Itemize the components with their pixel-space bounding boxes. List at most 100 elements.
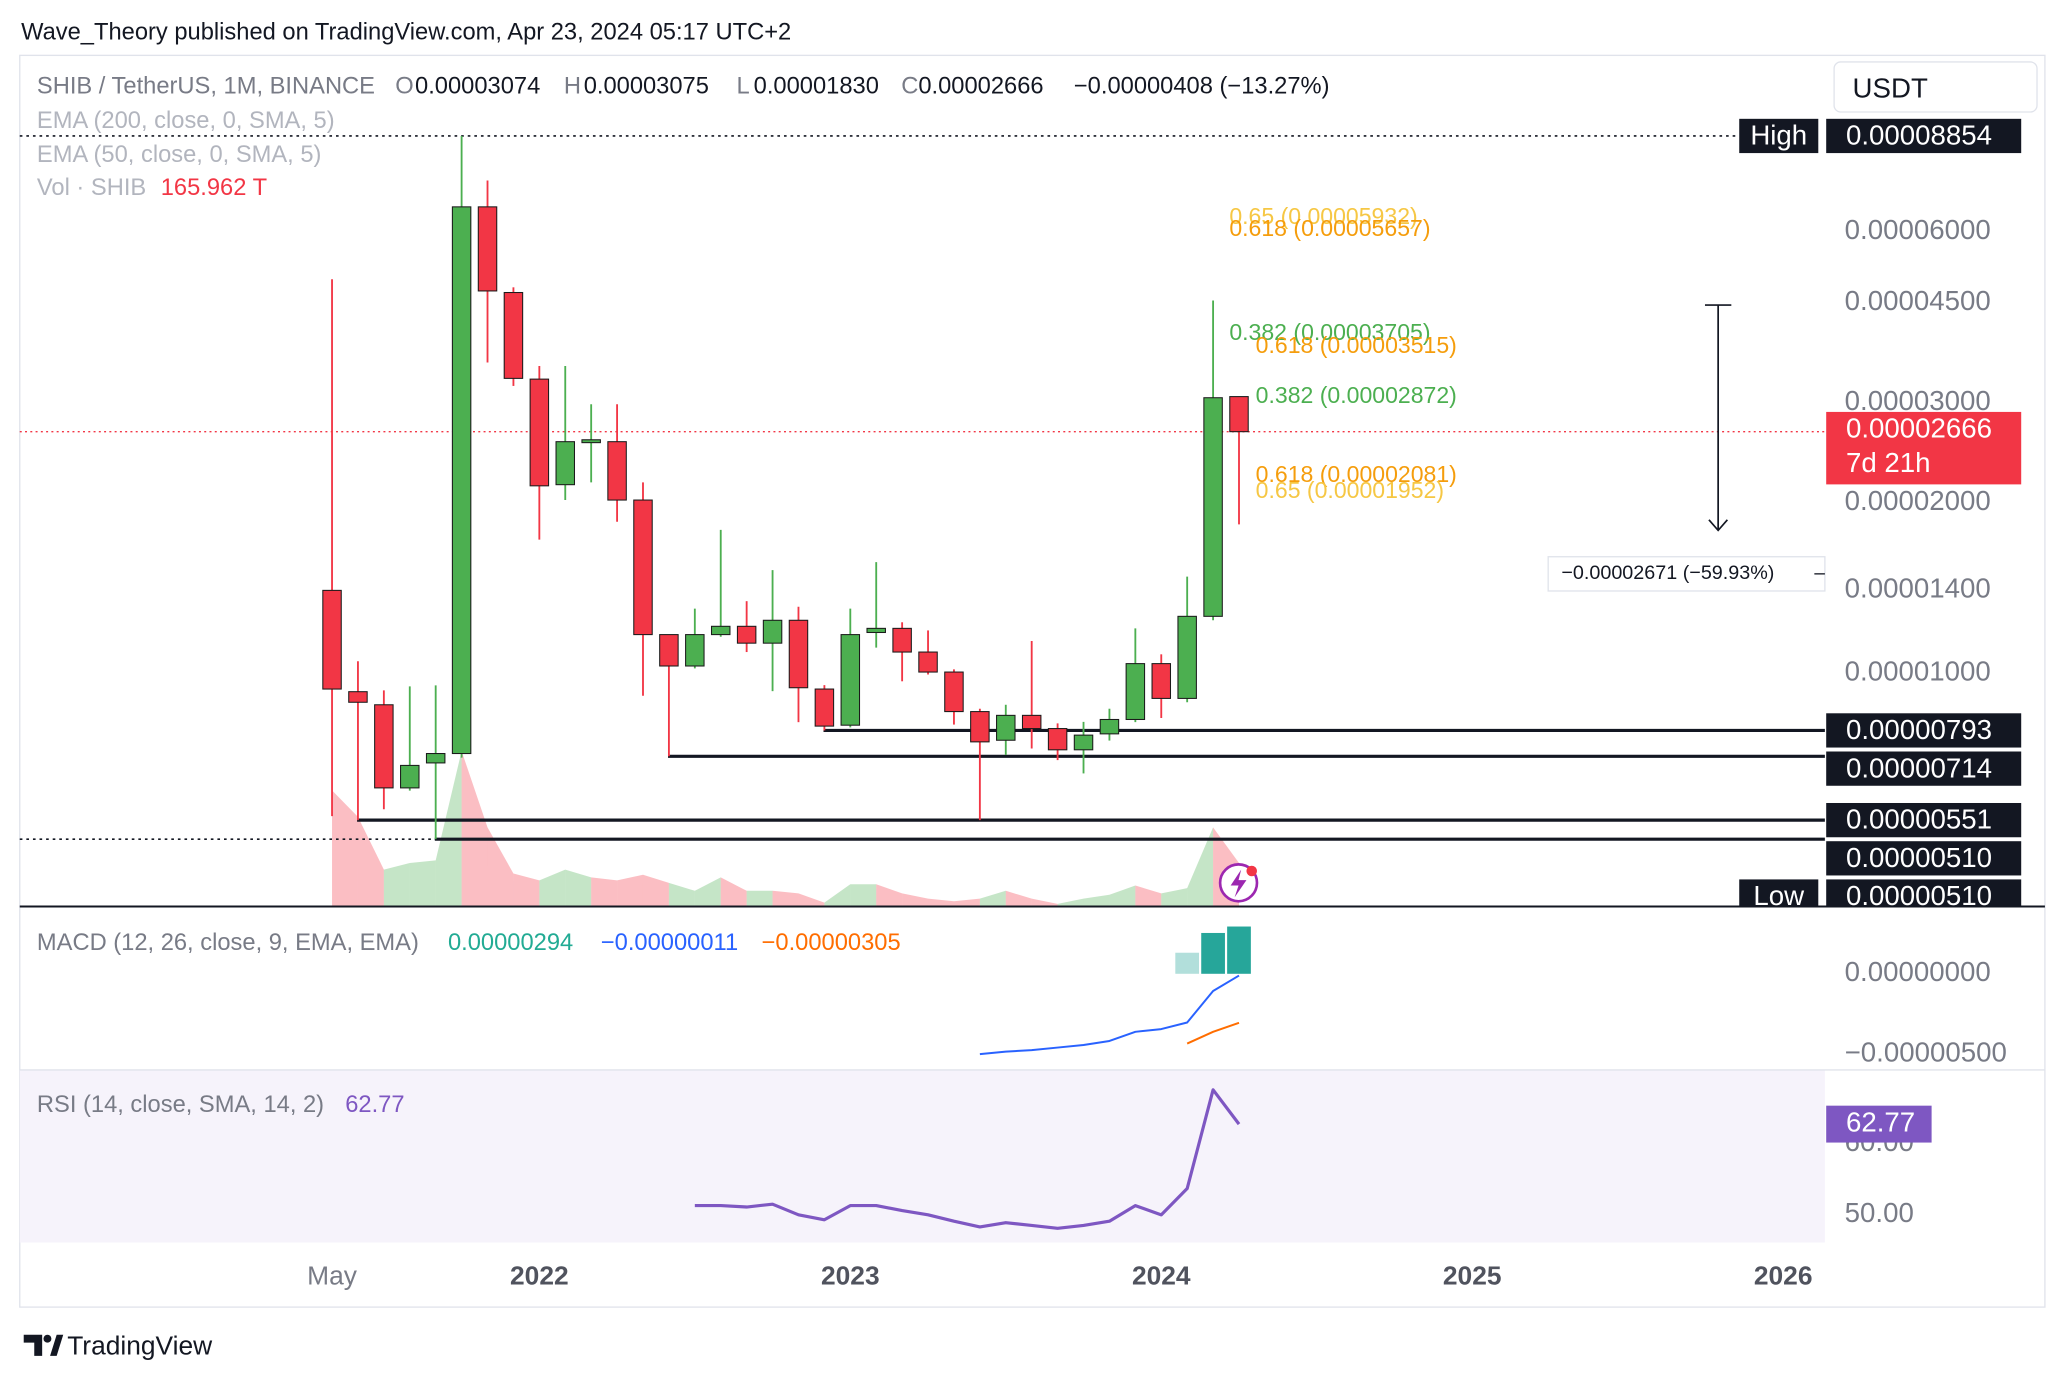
currency-box[interactable]	[1833, 61, 2038, 113]
volume-area	[332, 790, 358, 907]
ohlc-value: 0.00003075	[584, 74, 709, 100]
lines-layer	[19, 135, 1825, 841]
candle-body	[322, 589, 342, 690]
fib-label: 0.618 (0.00002081)	[1256, 461, 1457, 487]
logo-mark	[50, 1334, 64, 1356]
legend: SHIB / TetherUS, 1M, BINANCE O 0.0000307…	[37, 74, 1330, 1119]
candle-body	[840, 634, 861, 726]
macd-line	[1186, 1021, 1240, 1045]
chart-frame	[19, 54, 2046, 1308]
price-badge	[1826, 841, 2022, 876]
macd-value: −0.00000305	[762, 930, 901, 956]
volume-area	[383, 863, 410, 907]
rsi-value: 62.77	[345, 1092, 404, 1118]
rsi-legend: RSI (14, close, SMA, 14, 2)	[37, 1092, 324, 1118]
candle-body	[1151, 663, 1172, 699]
candle-body	[451, 206, 472, 755]
symbol: SHIB / TetherUS, 1M, BINANCE	[37, 74, 375, 100]
rsi-line	[694, 1088, 1241, 1230]
candle-body	[918, 651, 938, 673]
candle-body	[710, 625, 731, 636]
logo-mark	[23, 1334, 43, 1356]
x-tick-label: 2025	[1443, 1261, 1502, 1291]
volume-area	[1057, 898, 1084, 907]
ohlc-key: L	[737, 74, 750, 100]
fib-label: 0.382 (0.00002872)	[1256, 382, 1457, 408]
macd-line	[979, 974, 1240, 1056]
x-tick-label: 2026	[1754, 1261, 1813, 1291]
candle-body	[659, 634, 679, 667]
y-tick-label: 0.00006000	[1845, 214, 1991, 245]
volume-area	[1083, 894, 1110, 907]
volume-area	[409, 860, 436, 907]
currency-button[interactable]: USDT	[1833, 61, 2038, 113]
logo-mark	[43, 1334, 52, 1343]
price-badge-label: 0.00002666	[1846, 413, 1992, 444]
marker-badge	[1739, 879, 1819, 907]
marker-badge	[1739, 118, 1819, 154]
volume-area	[850, 884, 877, 907]
volume-area	[1161, 888, 1188, 907]
price-badge	[1826, 879, 2022, 907]
price-badge	[1826, 411, 2022, 485]
candle-body	[607, 441, 627, 501]
candle-body	[400, 764, 420, 789]
y-tick-label: 0.00000000	[1845, 956, 1991, 987]
fib-label: 0.618 (0.00003515)	[1256, 332, 1457, 358]
candle-body	[1073, 734, 1094, 751]
volume-area	[435, 751, 462, 907]
currency-label[interactable]: USDT	[1853, 73, 1928, 104]
candle-body	[1177, 615, 1197, 699]
volume-area	[565, 869, 592, 907]
price-badge-label: 0.00000793	[1846, 714, 1992, 745]
volume-area	[1005, 890, 1032, 907]
volume-area	[513, 873, 540, 907]
volume-area	[487, 827, 514, 907]
x-tick-label: May	[307, 1261, 358, 1291]
candles-layer	[322, 135, 1249, 840]
price-badge-label: 0.00000714	[1846, 752, 1992, 783]
volume-area	[1031, 898, 1058, 907]
candle-body	[1099, 718, 1120, 735]
price-badge-label: 0.00000510	[1846, 880, 1992, 911]
ohlc-key: O	[395, 74, 413, 100]
candle-body	[348, 691, 368, 703]
candle-body	[374, 704, 394, 789]
candle-body	[788, 619, 809, 689]
candle-body	[529, 378, 550, 487]
x-tick-label: 2024	[1132, 1261, 1191, 1291]
volume-area	[824, 884, 851, 907]
fib-label: 0.65 (0.00005932)	[1229, 203, 1417, 229]
annotations-layer: 0.65 (0.00005932)0.618 (0.00005657) 0.382…	[1229, 203, 1826, 592]
candle-body	[866, 627, 886, 634]
change: −0.00000408 (−13.27%)	[1074, 74, 1330, 100]
volume-legend: Vol · SHIB	[37, 175, 146, 201]
volume-area	[1109, 885, 1136, 907]
volume-area	[1187, 827, 1214, 907]
fib-label: 0.65 (0.00001952)	[1256, 477, 1444, 503]
candle-body	[996, 714, 1016, 741]
published-line: Wave_Theory published on TradingView.com…	[21, 20, 791, 46]
price-badge	[1826, 118, 2022, 154]
alert-icon[interactable]	[1218, 863, 1259, 903]
indicator-legend: EMA (200, close, 0, SMA, 5)	[37, 108, 335, 134]
macd-legend: MACD (12, 26, close, 9, EMA, EMA)	[37, 930, 419, 956]
volume-area	[642, 874, 669, 907]
macd-value: 0.00000294	[448, 930, 573, 956]
candle-body	[1229, 396, 1249, 433]
candle-body	[555, 441, 576, 486]
x-tick-label: 2022	[510, 1261, 569, 1291]
candle-body	[477, 206, 498, 292]
volume-area	[979, 890, 1006, 907]
footer-brand: TradingView	[67, 1331, 213, 1361]
price-badge	[1826, 713, 2022, 748]
volume-area	[876, 884, 903, 907]
volume-area	[617, 874, 643, 907]
ohlc-value: 0.00001830	[754, 74, 879, 100]
fib-label: 0.618 (0.00005657)	[1229, 215, 1430, 241]
macd-histogram	[1175, 952, 1200, 974]
candle-body	[762, 619, 783, 644]
